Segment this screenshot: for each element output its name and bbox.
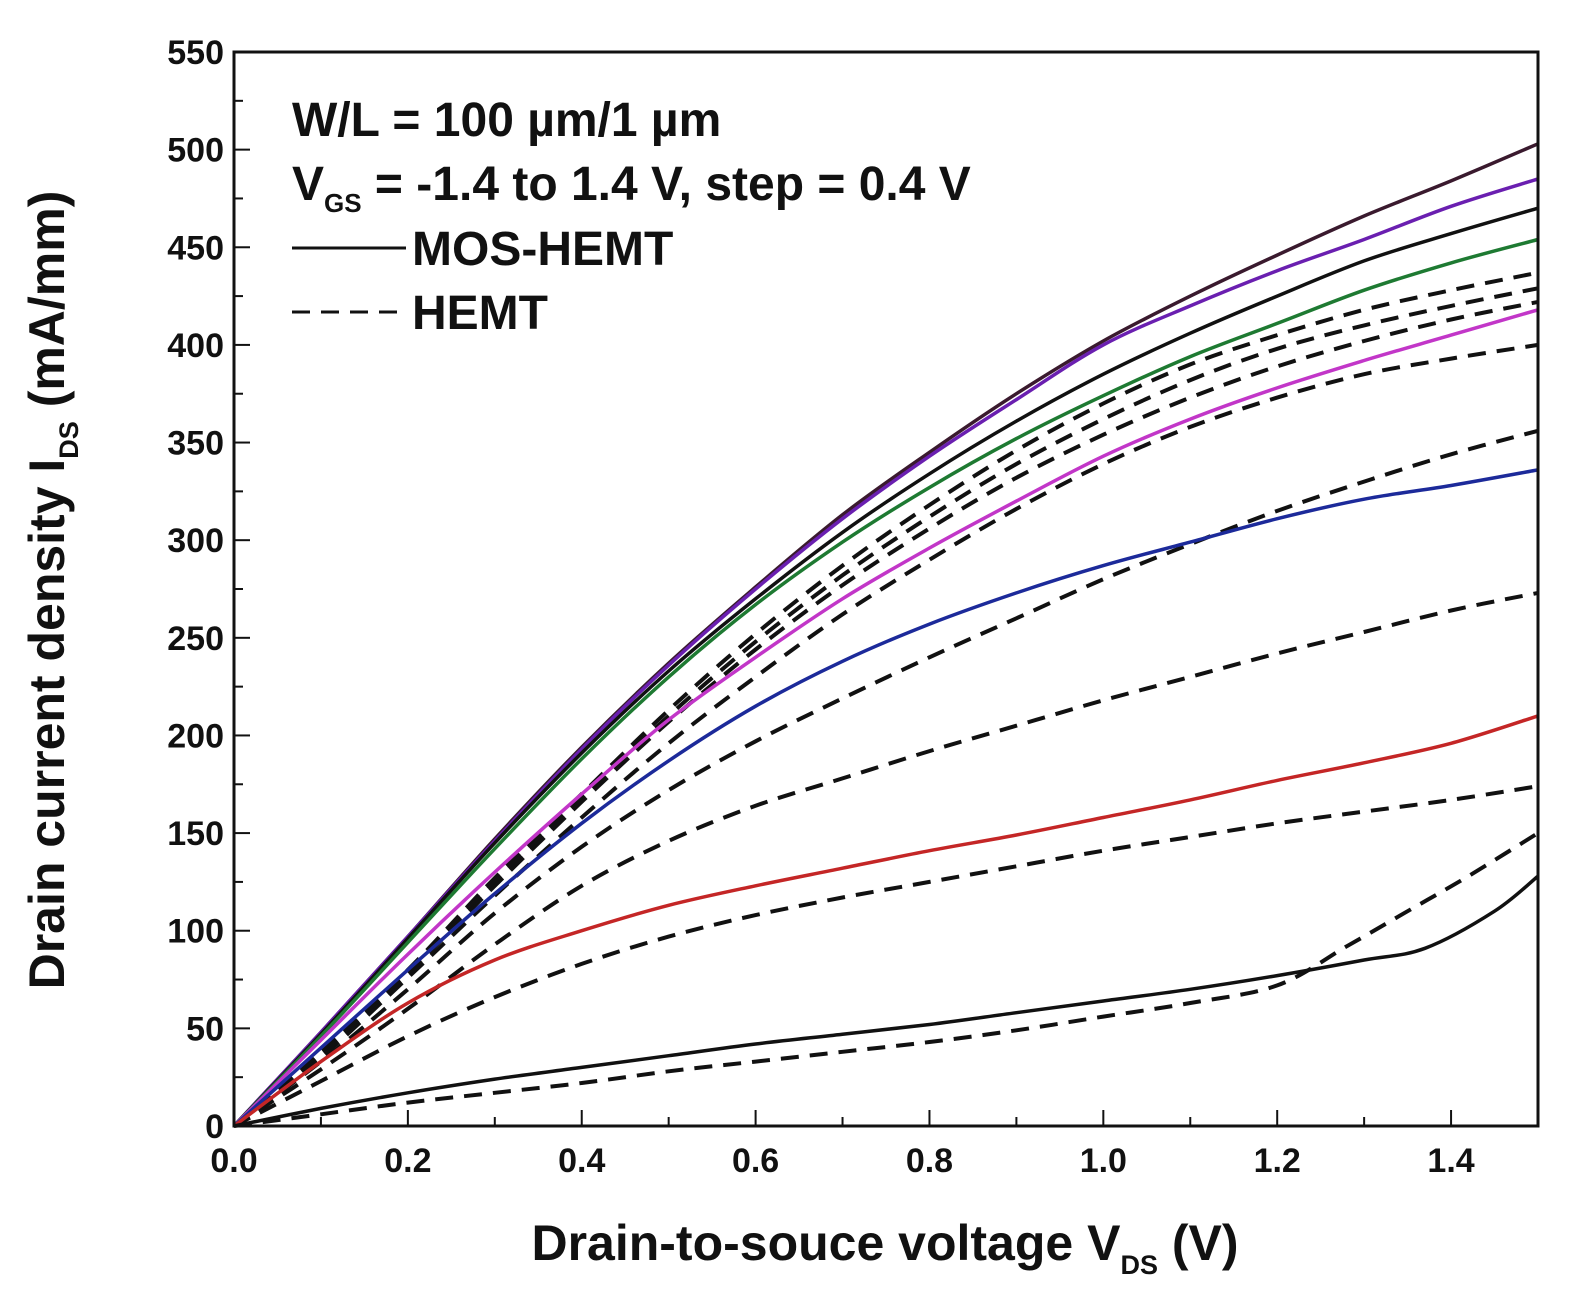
y-tick-label: 100 [167,913,224,951]
y-tick-label: 350 [167,425,224,463]
x-tick-label: 1.2 [1254,1142,1301,1180]
series-line-hemt-vgs--1p4-v [233,831,1540,1128]
y-tick-labels: 0 50 100 150 200 250 300 350 400 450 500 550 [167,34,224,1146]
legend-label-hemt: HEMT [412,287,548,340]
series-line-hemt-vgs--0p2-v [232,428,1539,1128]
series-line-mos-hemt-vgs-0p2-v [232,237,1539,1128]
x-axis-title-subscript: DS [1120,1250,1158,1280]
y-axis-title-subscript: DS [54,421,84,459]
series-lines [232,142,1540,1128]
y-tick-label: 300 [167,522,224,560]
x-tick-label: 0.8 [906,1142,953,1180]
series-line-mos-hemt-vgs-0p6-v [232,206,1539,1128]
legend-label-mos-hemt: MOS-HEMT [412,223,673,276]
y-tick-label: 0 [205,1108,224,1146]
plot-frame [232,50,1540,1128]
x-tick-label: 1.4 [1427,1142,1474,1180]
series-line-mos-hemt-vgs--0p2-v [232,308,1539,1128]
x-tick-label: 0.4 [558,1142,605,1180]
annotation-wl: W/L = 100 µm/1 µm [292,94,721,147]
y-tick-label: 50 [186,1010,224,1048]
y-tick-label: 150 [167,815,224,853]
annotation-vgs: VGS = -1.4 to 1.4 V, step = 0.4 V [292,158,971,218]
series-line-mos-hemt-vgs--1p4-v [233,874,1540,1128]
y-tick-label: 200 [167,717,224,755]
x-axis-title: Drain-to-souce voltage VDS (V) [531,1215,1238,1280]
y-tick-label: 400 [167,327,224,365]
y-tick-label: 550 [167,34,224,72]
x-tick-label: 0.0 [210,1142,257,1180]
series-line-mos-hemt-vgs--1p0-v [232,714,1539,1128]
series-line-hemt-vgs-0p2-v [232,342,1539,1128]
series-line-hemt-vgs-0p6-v [232,299,1539,1128]
series-line-mos-hemt-vgs--0p6-v [232,468,1539,1128]
x-tick-label: 1.0 [1080,1142,1127,1180]
y-tick-label: 250 [167,620,224,658]
legend: MOS-HEMT HEMT [292,223,673,340]
y-axis-title: Drain current density IDS (mA/mm) [19,191,84,990]
series-line-hemt-vgs-1p4-v [232,270,1539,1128]
y-tick-label: 500 [167,132,224,170]
x-tick-labels: 0.0 0.2 0.4 0.6 0.8 1.0 1.2 1.4 [210,1142,1474,1180]
x-tick-label: 0.6 [732,1142,779,1180]
y-tick-label: 450 [167,229,224,267]
x-tick-label: 0.2 [384,1142,431,1180]
series-line-hemt-vgs--1p0-v [233,784,1539,1128]
series-line-hemt-vgs-1p0-v [232,286,1539,1128]
